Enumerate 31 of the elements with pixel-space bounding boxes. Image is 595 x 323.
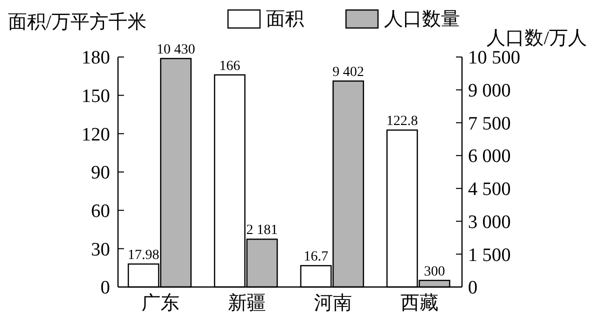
- data-label: 9 402: [332, 65, 364, 80]
- x-tick-label: 西藏: [400, 293, 438, 314]
- y2-tick-label: 10 500: [468, 48, 520, 69]
- y2-tick-label: 6 000: [468, 146, 511, 168]
- data-label: 166: [219, 58, 240, 74]
- legend-label: 人口数量: [384, 9, 460, 30]
- data-label: 2 181: [246, 223, 278, 238]
- data-label: 16.7: [304, 250, 328, 265]
- y-tick-label: 0: [100, 278, 110, 299]
- y-axis-title: 面积/万平方千米: [8, 11, 146, 33]
- y-tick-label: 30: [91, 239, 110, 260]
- y2-tick-label: 7 500: [468, 113, 511, 134]
- x-tick-label: 广东: [142, 292, 180, 314]
- x-tick-label: 河南: [314, 293, 352, 314]
- y-tick-label: 90: [91, 162, 110, 184]
- x-tick-label: 新疆: [228, 292, 266, 314]
- data-label: 300: [424, 264, 445, 280]
- data-label: 10 430: [156, 42, 196, 58]
- y-tick-label: 180: [82, 48, 110, 69]
- y2-tick-label: 4 500: [468, 179, 511, 200]
- y-tick-label: 60: [91, 200, 110, 222]
- y2-axis-title: 人口数/万人: [486, 28, 587, 49]
- y2-tick-label: 3 000: [468, 212, 511, 233]
- y-tick-label: 120: [82, 124, 110, 146]
- y2-tick-label: 0: [468, 278, 478, 299]
- y2-tick-label: 1 500: [468, 244, 511, 266]
- data-label: 122.8: [386, 114, 418, 130]
- data-label: 17.98: [128, 248, 160, 264]
- y-tick-label: 150: [82, 86, 110, 107]
- y2-tick-label: 9 000: [468, 80, 511, 102]
- legend-label: 面积: [266, 9, 304, 30]
